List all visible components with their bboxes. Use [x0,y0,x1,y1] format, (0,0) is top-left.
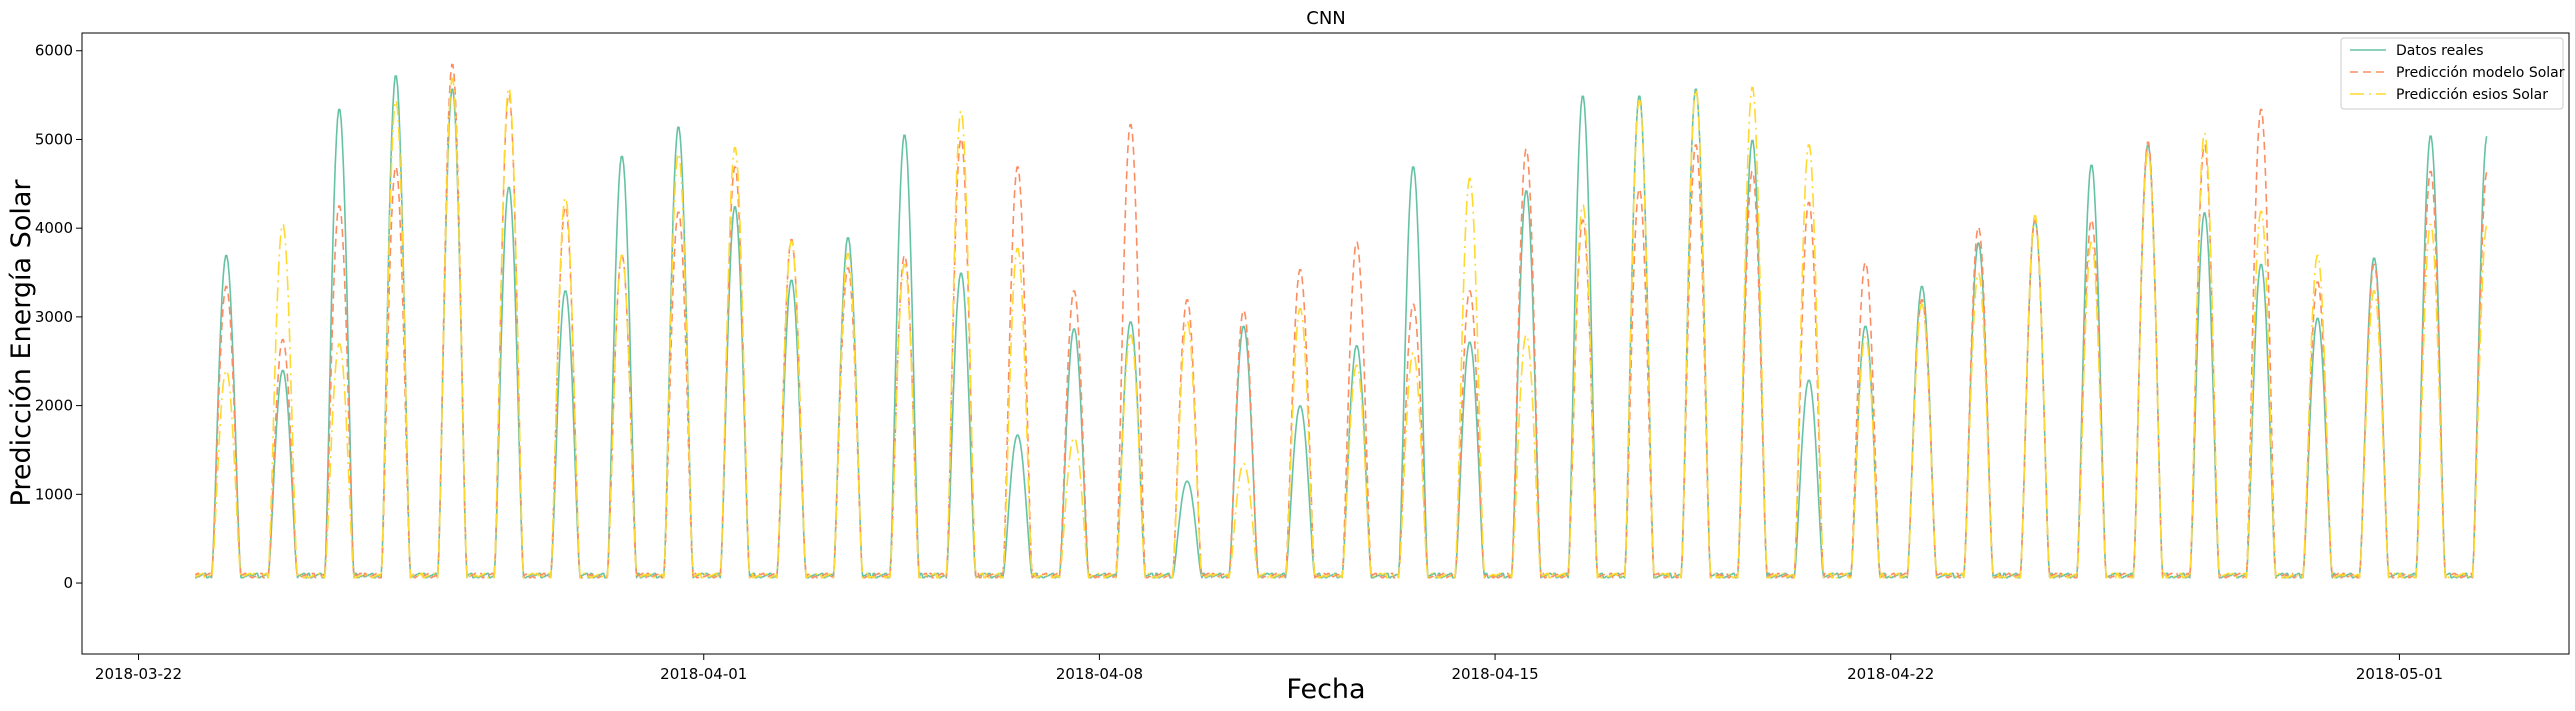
series-line [195,75,2488,579]
chart-title: CNN [1306,8,1346,29]
legend-label: Predicción esios Solar [2396,87,2548,103]
series-line [195,63,2488,579]
x-axis-title: Fecha [1286,674,1365,705]
y-tick-label: 5000 [35,130,73,148]
x-tick-label: 2018-04-08 [1056,665,1143,683]
legend-label: Predicción modelo Solar [2396,65,2565,81]
y-tick-label: 3000 [35,308,73,326]
x-tick-label: 2018-03-22 [95,665,182,683]
y-tick-label: 6000 [35,42,73,60]
y-axis-title: Predicción Energía Solar [6,179,37,507]
y-tick-label: 0 [63,574,73,592]
plot-frame [81,32,2570,655]
series-layer [195,63,2488,579]
legend: Datos reales Predicción modelo Solar Predi… [2340,37,2565,110]
x-tick-label: 2018-05-01 [2356,665,2443,683]
x-axis: 2018-03-22 2018-04-01 2018-04-08 2018-04-15… [95,654,2443,683]
y-axis: 0 1000 2000 3000 4000 5000 6000 [35,42,82,592]
legend-box [2340,37,2564,110]
legend-label: Datos reales [2396,43,2484,59]
series-line [195,77,2488,579]
x-tick-label: 2018-04-22 [1847,665,1934,683]
x-tick-label: 2018-04-15 [1451,665,1538,683]
y-tick-label: 4000 [35,219,73,237]
y-tick-label: 1000 [35,485,73,503]
x-tick-label: 2018-04-01 [660,665,747,683]
y-tick-label: 2000 [35,397,73,415]
